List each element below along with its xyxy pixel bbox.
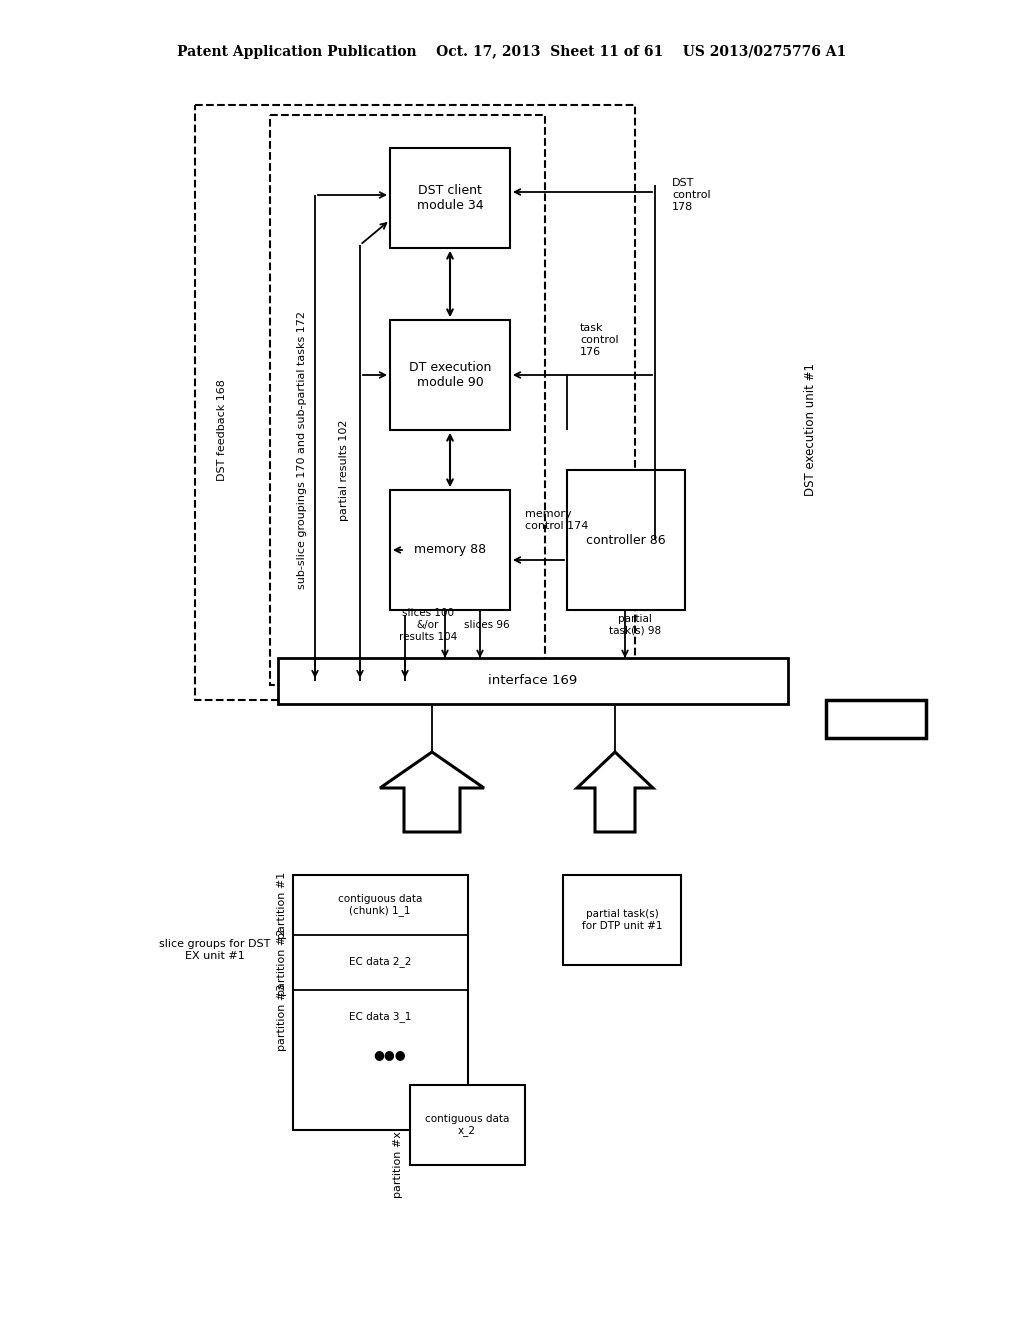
Bar [390, 319, 510, 430]
Polygon shape [380, 752, 484, 832]
Text: DST client
module 34: DST client module 34 [417, 183, 483, 213]
Text: memory
control 174: memory control 174 [525, 510, 589, 531]
Text: partial
task(s) 98: partial task(s) 98 [609, 614, 662, 636]
Bar [410, 1085, 525, 1166]
Text: partition #3: partition #3 [278, 983, 287, 1051]
Text: sub-slice groupings 170 and sub-partial tasks 172: sub-slice groupings 170 and sub-partial … [297, 312, 307, 589]
Text: contiguous data
(chunk) 1_1: contiguous data (chunk) 1_1 [338, 894, 422, 916]
Text: partition #1: partition #1 [278, 871, 287, 939]
Bar [270, 115, 545, 685]
Text: interface 169: interface 169 [488, 675, 578, 688]
Text: Patent Application Publication    Oct. 17, 2013  Sheet 11 of 61    US 2013/02757: Patent Application Publication Oct. 17, … [177, 45, 847, 59]
Bar [563, 875, 681, 965]
Text: DT execution
module 90: DT execution module 90 [409, 360, 492, 389]
Text: task
control
176: task control 176 [580, 323, 618, 356]
Text: contiguous data
x_2: contiguous data x_2 [425, 1114, 509, 1137]
Bar [567, 470, 685, 610]
Text: slices 96: slices 96 [464, 620, 510, 630]
Bar [390, 148, 510, 248]
Text: EC data 2_2: EC data 2_2 [349, 957, 412, 968]
Text: controller 86: controller 86 [586, 533, 666, 546]
Text: FIG. 11: FIG. 11 [846, 711, 906, 726]
Text: slice groups for DST
EX unit #1: slice groups for DST EX unit #1 [160, 940, 270, 961]
Bar [293, 875, 468, 1130]
Text: EC data 3_1: EC data 3_1 [349, 1011, 412, 1023]
Text: DST execution unit #1: DST execution unit #1 [804, 363, 816, 496]
Text: slices 100
&/or
results 104: slices 100 &/or results 104 [399, 609, 457, 642]
Bar [278, 657, 788, 704]
Text: DST feedback 168: DST feedback 168 [217, 379, 227, 480]
Text: memory 88: memory 88 [414, 544, 486, 557]
Bar [195, 106, 635, 700]
Bar [390, 490, 510, 610]
Text: partition #2: partition #2 [278, 928, 287, 995]
Bar [826, 700, 926, 738]
Text: partition #x: partition #x [393, 1131, 403, 1199]
Text: partial task(s)
for DTP unit #1: partial task(s) for DTP unit #1 [582, 909, 663, 931]
Text: ●●●: ●●● [374, 1048, 407, 1061]
Text: partial results 102: partial results 102 [339, 420, 349, 521]
Text: DST
control
178: DST control 178 [672, 178, 711, 211]
Polygon shape [577, 752, 653, 832]
